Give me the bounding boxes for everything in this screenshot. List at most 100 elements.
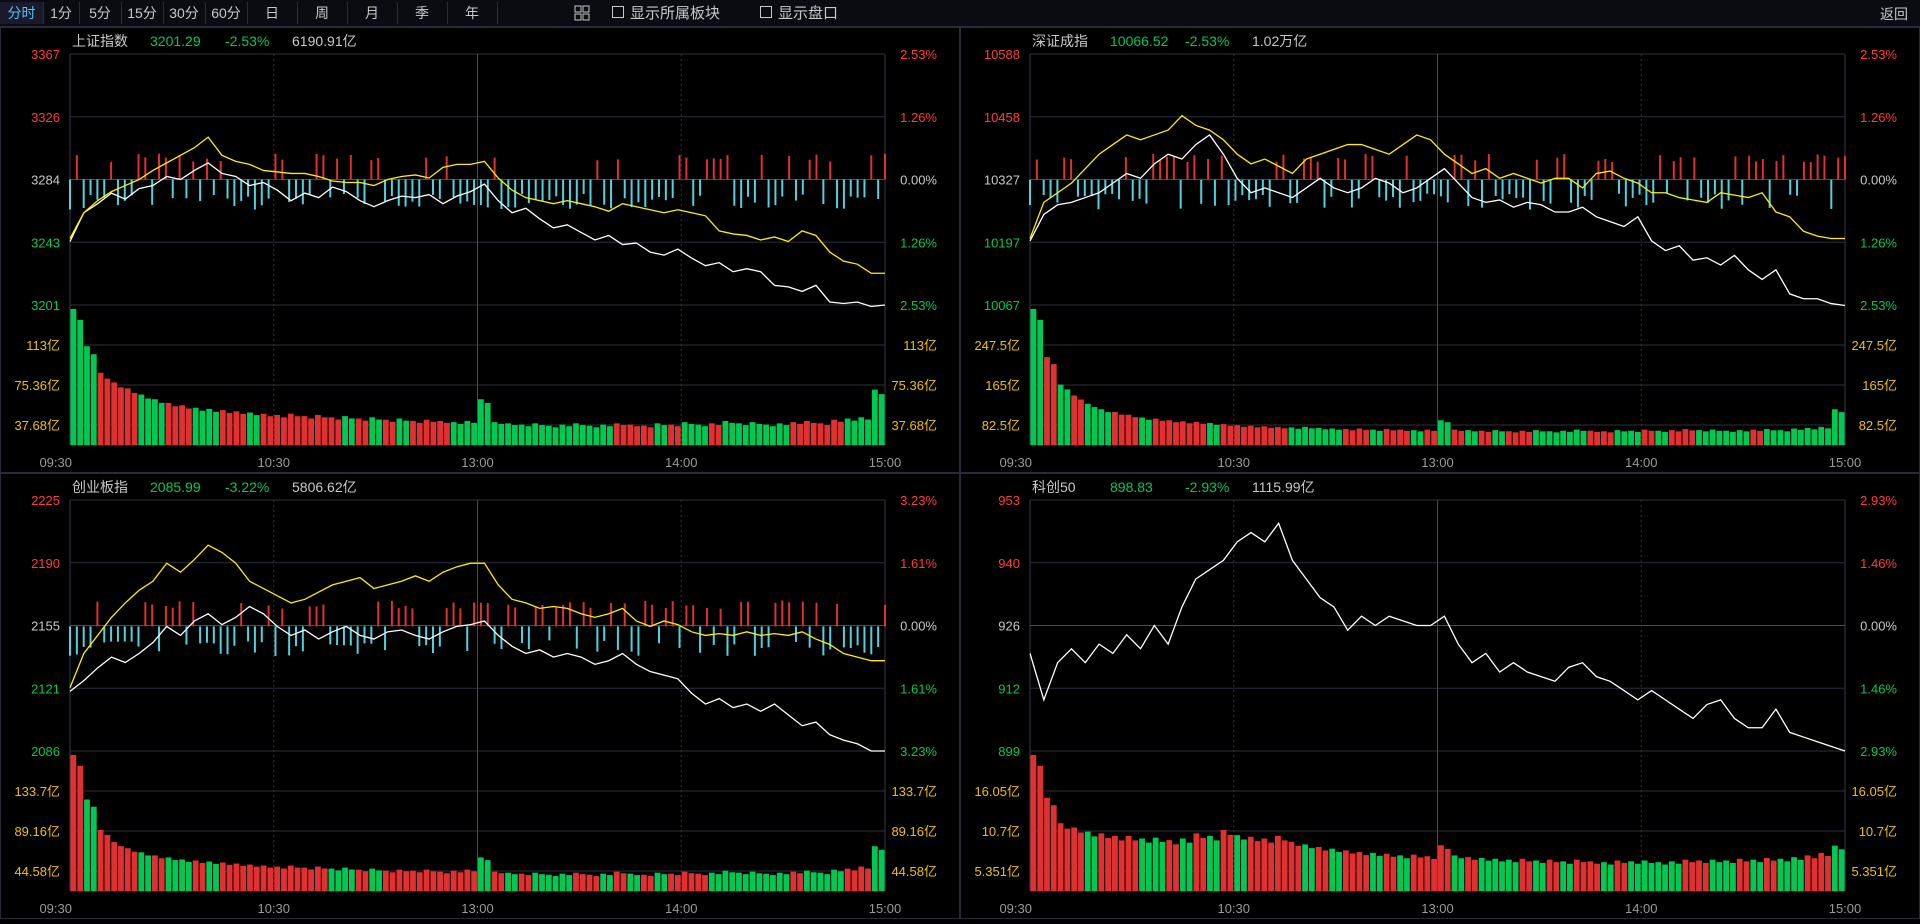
price-tick-label: 3243 xyxy=(31,235,60,250)
index-price: 898.83 xyxy=(1110,479,1153,495)
price-tick-label: 3367 xyxy=(31,47,60,62)
volume-tick-label: 37.68亿 xyxy=(14,418,60,433)
price-tick-label: 2190 xyxy=(31,556,60,571)
panel-frame xyxy=(960,27,1920,473)
time-tick-label: 10:30 xyxy=(1217,455,1250,470)
price-tick-label: 2155 xyxy=(31,619,60,634)
price-tick-label: 10197 xyxy=(984,235,1020,250)
price-line xyxy=(69,605,885,752)
pct-tick-label: 2.53% xyxy=(1860,298,1897,313)
index-change-pct: -2.93% xyxy=(1185,479,1229,495)
volume-tick-label: 16.05亿 xyxy=(974,784,1020,799)
layout-grid-icon[interactable] xyxy=(574,5,590,21)
pct-tick-label: 1.61% xyxy=(900,556,937,571)
price-line xyxy=(69,162,886,308)
volume-tick-label: 37.68亿 xyxy=(891,418,937,433)
chart-svg: 科创50 898.83 -2.93% 1115.99亿 953 2.93% 940 1.46%… xyxy=(960,473,1920,919)
volume-tick-label: 133.7亿 xyxy=(891,784,937,799)
panel-frame xyxy=(0,27,960,473)
period-tab-4[interactable]: 30分 xyxy=(163,2,206,24)
chart-panel-shanghai: 上证指数 3201.29 -2.53% 6190.91亿 3367 2.53% 3326 1.… xyxy=(0,27,960,473)
price-tick-label: 953 xyxy=(998,493,1020,508)
index-turnover: 5806.62亿 xyxy=(292,479,357,495)
time-tick-label: 13:00 xyxy=(461,901,494,916)
volume-tick-label: 5.351亿 xyxy=(1851,864,1897,879)
pct-tick-label: 0.00% xyxy=(900,619,937,634)
price-tick-label: 2121 xyxy=(31,681,60,696)
pct-tick-label: 1.26% xyxy=(900,235,937,250)
pct-tick-label: 0.00% xyxy=(1860,619,1897,634)
pct-tick-label: 3.23% xyxy=(900,744,937,759)
volume-tick-label: 247.5亿 xyxy=(1851,338,1897,353)
time-tick-label: 10:30 xyxy=(257,901,290,916)
price-line xyxy=(1029,521,1846,752)
period-tab-3[interactable]: 15分 xyxy=(121,2,164,24)
period-tab-9[interactable]: 季 xyxy=(397,2,448,24)
price-tick-label: 2086 xyxy=(31,744,60,759)
index-turnover: 1115.99亿 xyxy=(1252,479,1315,495)
show-sector-checkbox[interactable]: 显示所属板块 xyxy=(612,4,720,24)
checkbox-icon xyxy=(612,6,624,18)
pct-tick-label: 2.53% xyxy=(900,47,937,62)
price-line xyxy=(1029,134,1846,307)
period-tab-6[interactable]: 日 xyxy=(247,2,298,24)
average-line xyxy=(1029,114,1845,240)
volume-tick-label: 165亿 xyxy=(985,378,1020,393)
price-tick-label: 10327 xyxy=(984,173,1020,188)
average-line xyxy=(69,544,885,689)
back-button[interactable]: 返回 xyxy=(1880,6,1908,22)
volume-tick-label: 16.05亿 xyxy=(1851,784,1897,799)
period-tab-0[interactable]: 分时 xyxy=(0,2,44,24)
index-price: 2085.99 xyxy=(150,479,201,495)
price-tick-label: 3326 xyxy=(31,110,60,125)
price-tick-label: 10458 xyxy=(984,110,1020,125)
time-tick-label: 09:30 xyxy=(999,901,1032,916)
panel-frame xyxy=(0,473,960,919)
time-tick-label: 15:00 xyxy=(869,901,902,916)
price-tick-label: 940 xyxy=(998,556,1020,571)
price-tick-label: 3201 xyxy=(31,298,60,313)
chart-title: 科创50 xyxy=(1032,479,1076,495)
volume-tick-label: 113亿 xyxy=(26,338,60,353)
time-tick-label: 10:30 xyxy=(1217,901,1250,916)
time-tick-label: 15:00 xyxy=(869,455,902,470)
period-tab-2[interactable]: 5分 xyxy=(79,2,122,24)
period-tab-10[interactable]: 年 xyxy=(447,2,498,24)
price-tick-label: 912 xyxy=(998,681,1020,696)
time-tick-label: 13:00 xyxy=(1421,901,1454,916)
time-tick-label: 14:00 xyxy=(1625,901,1658,916)
volume-tick-label: 82.5亿 xyxy=(982,418,1020,433)
pct-tick-label: 1.46% xyxy=(1860,556,1897,571)
index-change-pct: -3.22% xyxy=(225,479,269,495)
volume-tick-label: 89.16亿 xyxy=(891,824,937,839)
time-tick-label: 14:00 xyxy=(665,901,698,916)
time-tick-label: 14:00 xyxy=(665,455,698,470)
time-tick-label: 09:30 xyxy=(39,901,72,916)
price-tick-label: 2225 xyxy=(31,493,60,508)
pct-tick-label: 2.53% xyxy=(1860,47,1897,62)
index-turnover: 1.02万亿 xyxy=(1252,33,1307,49)
show-panel-label: 显示盘口 xyxy=(778,5,839,22)
period-tab-1[interactable]: 1分 xyxy=(43,2,80,24)
pct-tick-label: 1.26% xyxy=(1860,235,1897,250)
volume-tick-label: 247.5亿 xyxy=(974,338,1020,353)
period-tab-5[interactable]: 60分 xyxy=(205,2,248,24)
pct-tick-label: 0.00% xyxy=(1860,173,1897,188)
price-tick-label: 899 xyxy=(998,744,1020,759)
pct-tick-label: 3.23% xyxy=(900,493,937,508)
period-tab-7[interactable]: 周 xyxy=(297,2,348,24)
chart-panel-star50: 科创50 898.83 -2.93% 1115.99亿 953 2.93% 940 1.46%… xyxy=(960,473,1920,919)
show-sector-label: 显示所属板块 xyxy=(630,5,721,22)
time-tick-label: 09:30 xyxy=(999,455,1032,470)
pct-tick-label: 2.93% xyxy=(1860,744,1897,759)
chart-panel-chinext: 创业板指 2085.99 -3.22% 5806.62亿 2225 3.23% 2190 1.… xyxy=(0,473,960,919)
index-change-pct: -2.53% xyxy=(1185,33,1229,49)
price-tick-label: 10067 xyxy=(984,298,1020,313)
pct-tick-label: 1.26% xyxy=(900,110,937,125)
volume-tick-label: 10.7亿 xyxy=(1859,824,1897,839)
show-panel-checkbox[interactable]: 显示盘口 xyxy=(760,4,838,24)
average-line xyxy=(69,136,885,274)
time-tick-label: 10:30 xyxy=(257,455,290,470)
index-price: 3201.29 xyxy=(150,33,201,49)
period-tab-8[interactable]: 月 xyxy=(347,2,398,24)
